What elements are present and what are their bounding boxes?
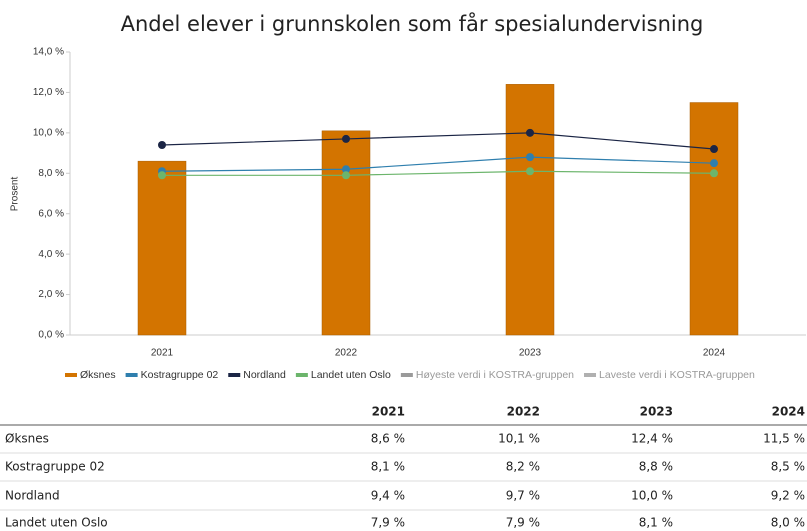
table-row-label: Kostragruppe 02 [5, 460, 105, 474]
table-row-label: Landet uten Oslo [5, 516, 108, 530]
legend-label: Kostragruppe 02 [141, 369, 219, 381]
table-cell: 11,5 % [763, 432, 805, 446]
table-cell: 8,1 % [639, 516, 673, 530]
y-tick-label: 10,0 % [33, 127, 64, 138]
point [342, 171, 350, 180]
point [158, 140, 166, 149]
point [710, 145, 718, 154]
table-cell: 10,0 % [631, 489, 673, 503]
table-header: 2022 [507, 405, 540, 419]
bar [321, 130, 371, 336]
y-tick-label: 6,0 % [38, 208, 64, 219]
y-tick-label: 12,0 % [33, 87, 64, 98]
legend-label: Øksnes [80, 369, 116, 381]
x-tick-label: 2021 [151, 348, 174, 359]
y-tick-label: 14,0 % [33, 47, 64, 58]
table-cell: 9,4 % [371, 489, 405, 503]
bar [689, 102, 739, 336]
table-cell: 8,2 % [506, 460, 540, 474]
x-tick-label: 2022 [335, 348, 358, 359]
bar [505, 84, 555, 336]
legend-label: Høyeste verdi i KOSTRA-gruppen [416, 369, 574, 381]
y-axis-label: Prosent [10, 177, 21, 212]
table-cell: 9,2 % [771, 489, 805, 503]
point [158, 171, 166, 180]
table-row-label: Nordland [5, 489, 60, 503]
table-cell: 8,8 % [639, 460, 673, 474]
point [526, 128, 534, 137]
line [161, 132, 715, 150]
table-cell: 8,6 % [371, 432, 405, 446]
y-tick-label: 8,0 % [38, 168, 64, 179]
table-cell: 8,0 % [771, 516, 805, 530]
y-tick-label: 2,0 % [38, 289, 64, 300]
table-row-label: Øksnes [5, 432, 49, 446]
table-cell: 9,7 % [506, 489, 540, 503]
legend-swatch [228, 373, 241, 377]
table-cell: 8,5 % [771, 460, 805, 474]
legend-swatch [125, 373, 138, 377]
point [710, 169, 718, 178]
legend-label: Nordland [243, 369, 286, 381]
bar [137, 160, 187, 336]
line [162, 170, 715, 176]
y-tick-label: 0,0 % [38, 330, 64, 341]
legend-label: Landet uten Oslo [311, 369, 391, 381]
chart-title: Andel elever i grunnskolen som får spesi… [121, 11, 704, 36]
legend-label: Laveste verdi i KOSTRA-gruppen [599, 369, 755, 381]
legend-swatch [65, 373, 77, 377]
legend-swatch [584, 373, 597, 377]
legend-swatch [400, 373, 413, 377]
line [161, 156, 715, 172]
table-cell: 10,1 % [498, 432, 540, 446]
table-header: 2024 [772, 405, 805, 419]
point [342, 134, 350, 143]
table-cell: 7,9 % [371, 516, 405, 530]
table-cell: 7,9 % [506, 516, 540, 530]
table-cell: 8,1 % [371, 460, 405, 474]
table-header: 2023 [640, 405, 673, 419]
y-tick-label: 4,0 % [38, 249, 64, 260]
x-tick-label: 2024 [703, 348, 726, 359]
table-cell: 12,4 % [631, 432, 673, 446]
point [710, 159, 718, 168]
table-header: 2021 [372, 405, 405, 419]
point [526, 153, 534, 162]
point [526, 167, 534, 176]
point [342, 165, 350, 174]
x-tick-label: 2023 [519, 348, 542, 359]
legend-swatch [295, 373, 308, 377]
